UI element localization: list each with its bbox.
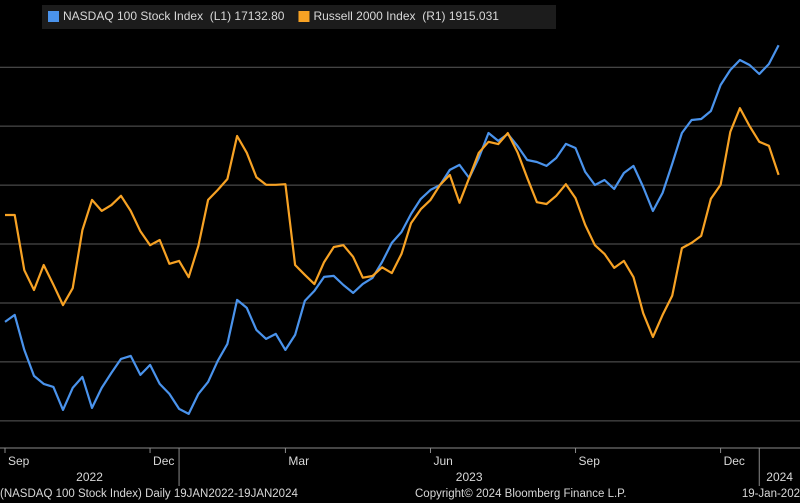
lines: [4, 44, 780, 415]
footer-copyright: Copyright© 2024 Bloomberg Finance L.P.: [415, 488, 627, 500]
series-line: [5, 107, 780, 339]
footer-date: 19-Jan-202: [742, 488, 800, 500]
year-label: 2022: [76, 470, 103, 484]
x-tick-label: Sep: [579, 454, 601, 468]
x-tick-label: Dec: [153, 454, 174, 468]
legend-label: Russell 2000 Index (R1) 1915.031: [313, 9, 499, 23]
year-label: 2023: [456, 470, 483, 484]
legend-label: NASDAQ 100 Stock Index (L1) 17132.80: [63, 9, 285, 23]
x-tick-label: Dec: [724, 454, 745, 468]
x-tick-label: Mar: [288, 454, 309, 468]
series-line: [4, 44, 780, 415]
legend-swatch: [298, 11, 310, 22]
x-tick-label: Jun: [433, 454, 452, 468]
x-axis: Sep Dec Mar Jun Sep Dec 2022 2023 2024: [4, 448, 793, 486]
legend-swatch: [48, 11, 59, 22]
legend: NASDAQ 100 Stock Index (L1) 17132.80 Russ…: [42, 5, 556, 29]
footer-left: (NASDAQ 100 Stock Index) Daily 19JAN2022…: [0, 488, 298, 500]
year-label: 2024: [766, 470, 793, 484]
x-tick-label: Sep: [8, 454, 30, 468]
